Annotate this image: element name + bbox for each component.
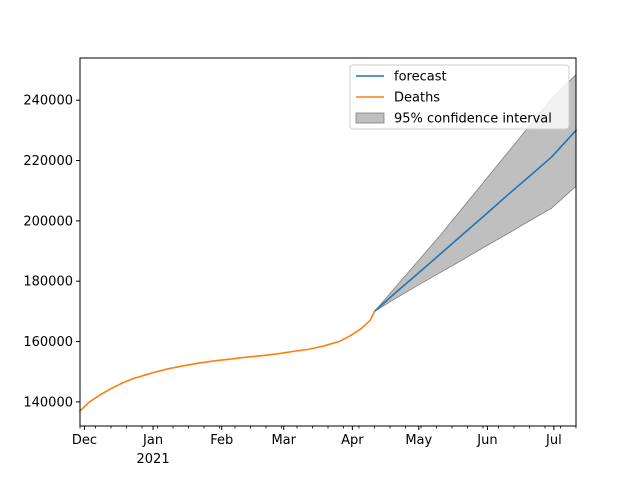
x-tick-label: May xyxy=(405,433,432,448)
y-tick-label: 200000 xyxy=(23,214,73,229)
legend-label: 95% confidence interval xyxy=(394,112,552,127)
legend-box xyxy=(349,64,570,130)
series-line-deaths xyxy=(78,310,376,413)
legend-swatch-patch xyxy=(355,112,385,124)
legend-label: Deaths xyxy=(394,91,440,106)
y-tick-label: 160000 xyxy=(23,335,73,350)
y-tick-label: 240000 xyxy=(23,94,73,109)
x-tick-label: Jun xyxy=(476,433,497,448)
legend: forecast Deaths 95% confidence interval xyxy=(349,64,570,130)
y-tick-label: 180000 xyxy=(23,275,73,290)
x-tick-label: Dec xyxy=(72,433,97,448)
legend-label: forecast xyxy=(394,70,447,85)
x-tick-label: Apr xyxy=(341,433,364,448)
series-line-forecast xyxy=(373,129,578,313)
x-tick-label: Feb xyxy=(210,433,233,448)
axes: 140000 160000 180000 200000 220000 240000 Dec J… xyxy=(23,57,577,467)
y-tick-label: 220000 xyxy=(23,154,73,169)
x-tick-label: Mar xyxy=(271,433,296,448)
y-tick-label: 140000 xyxy=(23,395,73,410)
x-tick-label: Jul xyxy=(545,433,562,448)
x-tick-label: Jan xyxy=(142,433,163,448)
x-tick-sublabel: 2021 xyxy=(137,452,170,467)
series-layer xyxy=(78,129,578,413)
